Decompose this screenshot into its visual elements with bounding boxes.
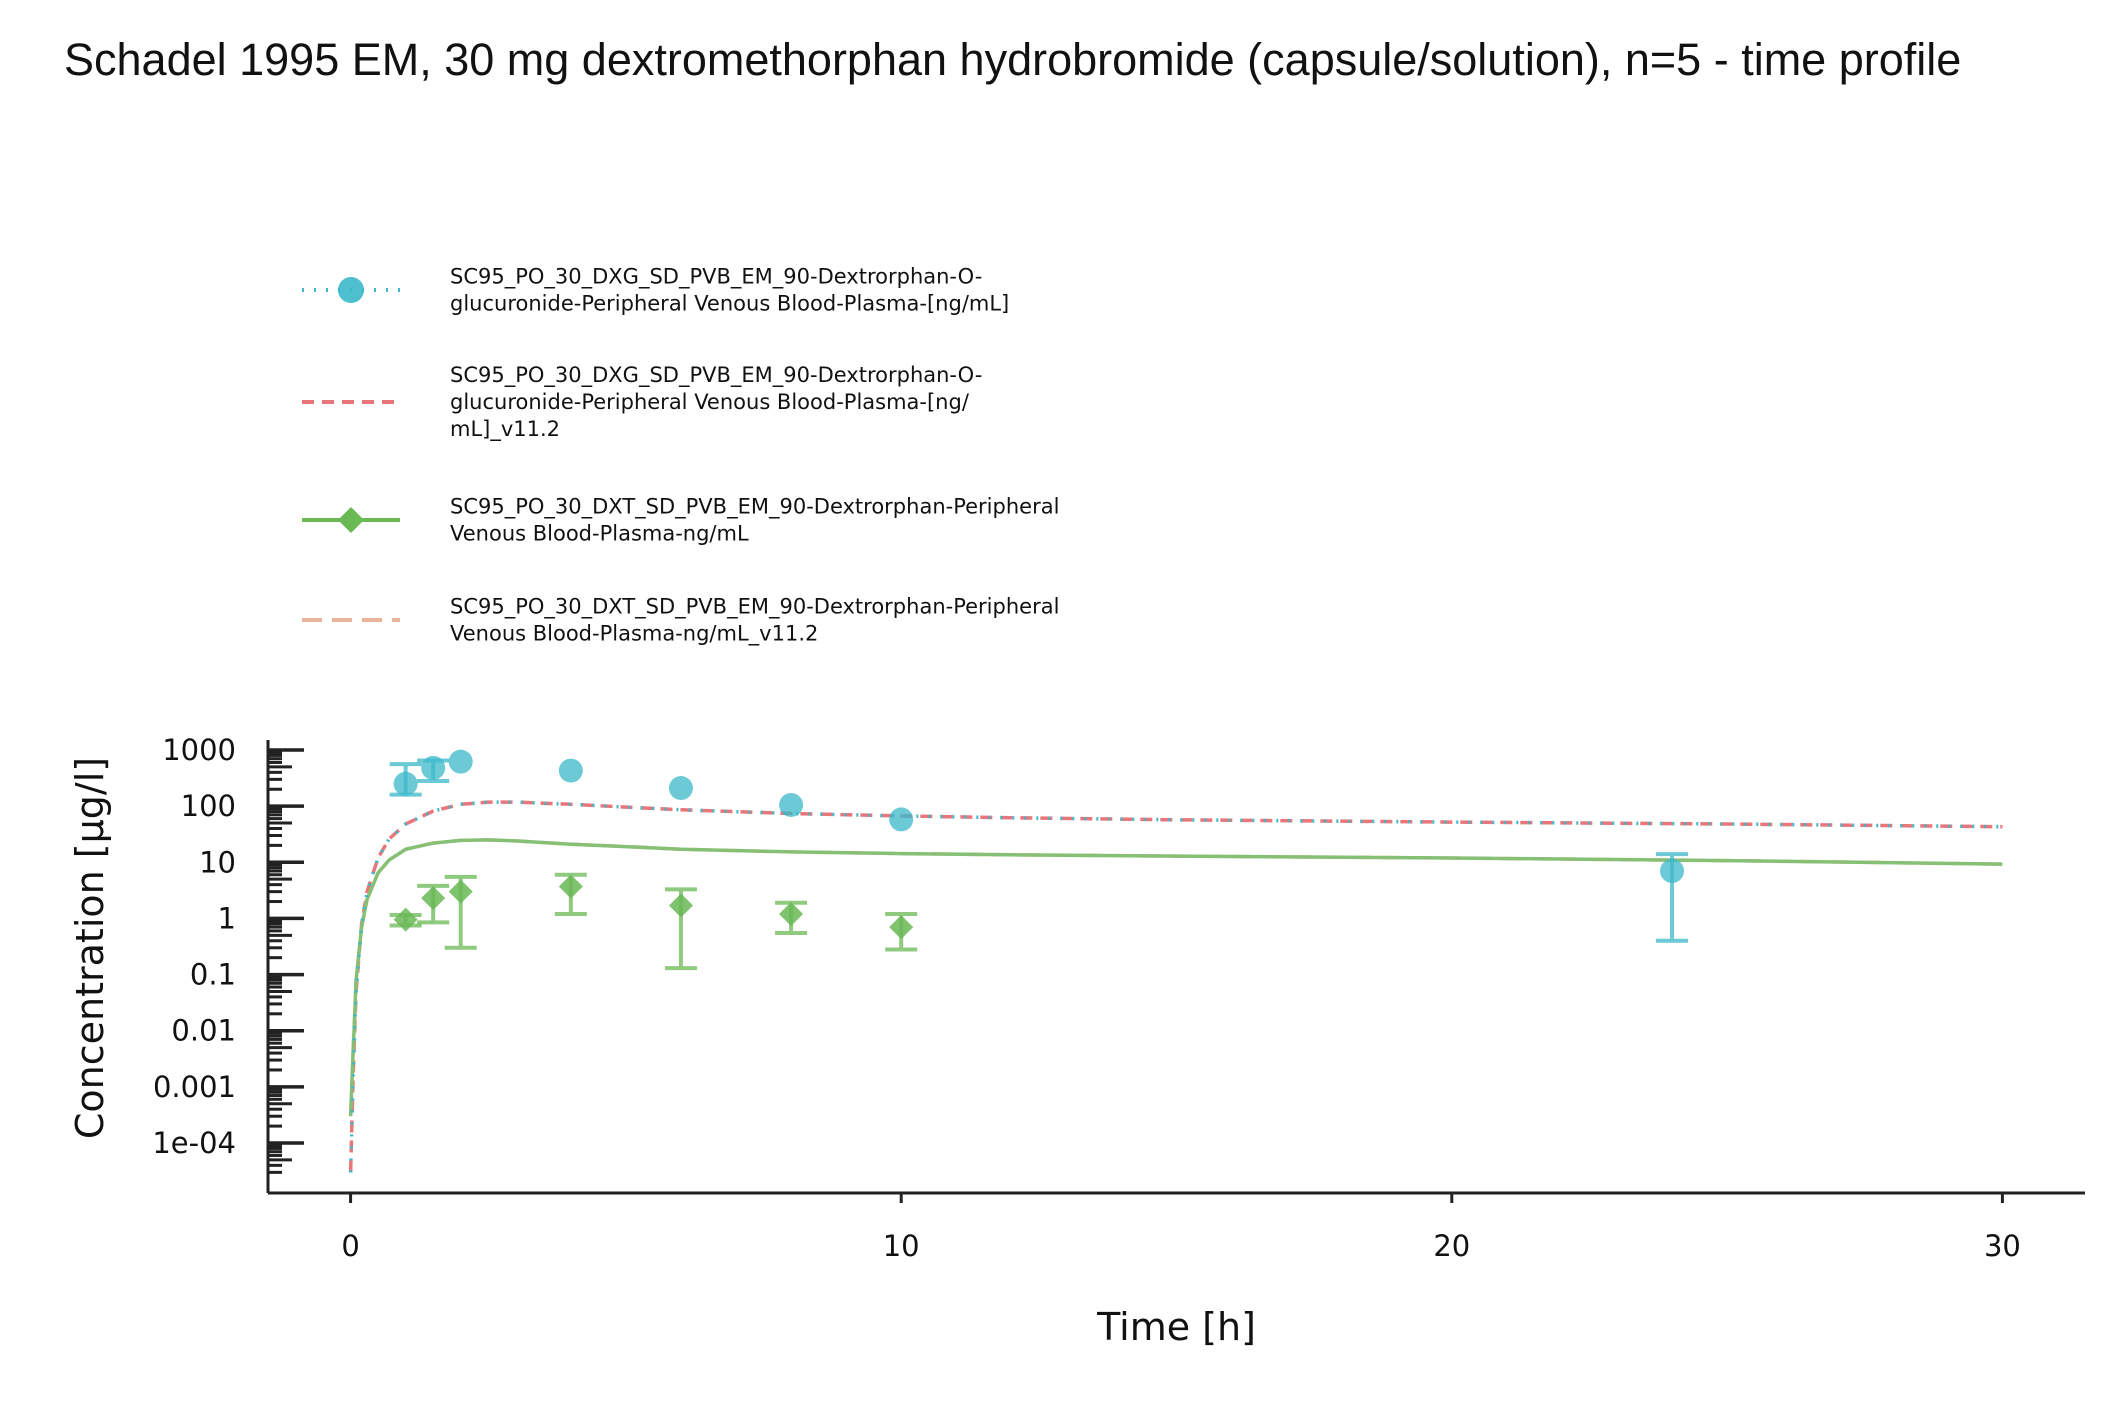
data-point xyxy=(393,907,418,932)
data-point xyxy=(889,807,914,832)
series-line-5 xyxy=(348,800,2003,1173)
legend-label: mL]_v11.2 xyxy=(450,417,560,442)
x-tick-label: 20 xyxy=(1433,1229,1470,1263)
x-tick-label: 30 xyxy=(1984,1229,2021,1263)
legend: SC95_PO_30_DXG_SD_PVB_EM_90-Dextrorphan-… xyxy=(302,265,1059,647)
legend-label: Venous Blood-Plasma-ng/mL xyxy=(450,522,749,546)
chart-title: Schadel 1995 EM, 30 mg dextromethorphan … xyxy=(64,34,1962,85)
data-point xyxy=(668,893,693,918)
legend-label: SC95_PO_30_DXG_SD_PVB_EM_90-Dextrorphan-… xyxy=(450,265,982,290)
x-axis-title: Time [h] xyxy=(1096,1305,1256,1349)
series-line-3 xyxy=(348,838,2003,1117)
data-point xyxy=(448,879,473,904)
y-tick-label: 1 xyxy=(218,901,236,935)
y-tick-label: 0.1 xyxy=(190,958,236,992)
data-point xyxy=(448,749,473,774)
data-point xyxy=(668,776,693,801)
legend-marker xyxy=(338,507,364,533)
legend-label: SC95_PO_30_DXG_SD_PVB_EM_90-Dextrorphan-… xyxy=(450,363,982,388)
x-tick-label: 0 xyxy=(341,1229,359,1263)
y-tick-label: 0.001 xyxy=(153,1070,236,1104)
y-tick-label: 10 xyxy=(199,845,236,879)
legend-item-1: SC95_PO_30_DXG_SD_PVB_EM_90-Dextrorphan-… xyxy=(302,363,982,442)
plot-points xyxy=(389,749,1689,971)
legend-label: glucuronide-Peripheral Venous Blood-Plas… xyxy=(450,390,970,414)
legend-item-3: SC95_PO_30_DXT_SD_PVB_EM_90-Dextrorphan-… xyxy=(302,595,1059,647)
legend-label: Venous Blood-Plasma-ng/mL_v11.2 xyxy=(450,622,818,647)
data-point xyxy=(779,901,804,926)
data-point xyxy=(421,755,446,780)
legend-item-2: SC95_PO_30_DXT_SD_PVB_EM_90-Dextrorphan-… xyxy=(302,495,1059,546)
y-tick-label: 1000 xyxy=(162,733,236,767)
legend-label: SC95_PO_30_DXT_SD_PVB_EM_90-Dextrorphan-… xyxy=(450,595,1059,620)
legend-label: glucuronide-Peripheral Venous Blood-Plas… xyxy=(450,292,1009,316)
y-tick-label: 0.01 xyxy=(171,1014,236,1048)
legend-item-0: SC95_PO_30_DXG_SD_PVB_EM_90-Dextrorphan-… xyxy=(302,265,1009,316)
legend-marker xyxy=(338,277,364,303)
y-tick-label: 1e-04 xyxy=(152,1126,236,1160)
data-point xyxy=(1660,858,1685,883)
data-point xyxy=(421,886,446,911)
data-point xyxy=(779,792,804,817)
x-tick-label: 10 xyxy=(883,1229,920,1263)
series-line-4 xyxy=(348,838,2003,1117)
plot-lines xyxy=(348,800,2003,1173)
y-tick-label: 100 xyxy=(181,789,236,823)
data-point xyxy=(558,758,583,783)
data-point xyxy=(889,915,914,940)
legend-label: SC95_PO_30_DXT_SD_PVB_EM_90-Dextrorphan-… xyxy=(450,495,1059,520)
y-axis-title: Concentration [µg/l] xyxy=(68,757,112,1139)
data-point xyxy=(393,771,418,796)
data-point xyxy=(558,874,583,899)
axes: 0 10 20 30 1e-04 0.001 0.01 0.1 1 10 100 1000 Time [… xyxy=(68,733,2085,1349)
